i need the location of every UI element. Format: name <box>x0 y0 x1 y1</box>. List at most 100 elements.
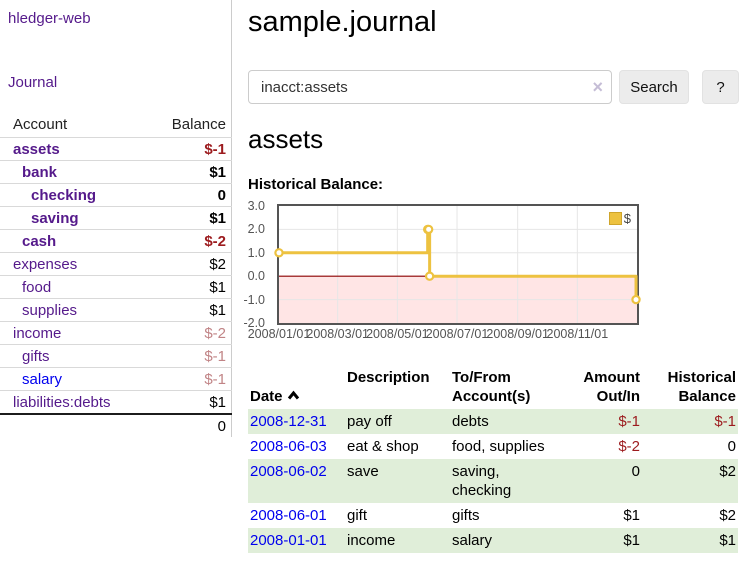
search-box: × <box>248 70 612 104</box>
chart-x-tick-label: 2008/01/01 <box>247 327 311 341</box>
register-balance: $-1 <box>714 413 736 430</box>
sidebar-account-balance: $1 <box>209 278 226 296</box>
register-date-link[interactable]: 2008-06-03 <box>250 438 327 455</box>
sidebar-account-balance: $-1 <box>204 140 226 158</box>
register-row: 2008-06-02 save saving, checking 0 $2 <box>248 459 738 503</box>
register-description: gift <box>347 507 368 524</box>
accounts-table-header: Account Balance <box>0 113 232 137</box>
sort-ascending-icon <box>287 387 300 406</box>
register-accounts: saving, checking <box>452 463 512 499</box>
register-balance: $1 <box>719 532 736 549</box>
accounts-total-row: 0 <box>0 413 232 435</box>
register-amount: $-2 <box>618 438 640 455</box>
help-button[interactable]: ? <box>702 70 739 104</box>
search-button[interactable]: Search <box>619 70 689 104</box>
sidebar-account-balance: $2 <box>209 255 226 273</box>
register-row: 2008-06-01 gift gifts $1 $2 <box>248 503 738 528</box>
sidebar-account-link[interactable]: supplies <box>22 301 78 319</box>
chart-y-tick-label: -1.0 <box>243 292 265 307</box>
sidebar-account-balance: $-2 <box>204 324 226 342</box>
sidebar-account-link[interactable]: bank <box>22 163 58 181</box>
chart-series <box>274 206 641 323</box>
register-table: Date Description To/From Account(s) Amou… <box>248 365 738 553</box>
sidebar-account-link[interactable]: income <box>13 324 62 342</box>
sidebar-account-link[interactable]: checking <box>31 186 97 204</box>
sidebar-account-link[interactable]: food <box>22 278 52 296</box>
sidebar-account-balance: $1 <box>209 209 226 227</box>
chart-x-tick-label: 2008/11/01 <box>546 327 609 341</box>
sidebar-account-link[interactable]: salary <box>22 370 63 388</box>
chart-x-tick-label: 2008/07/01 <box>425 327 489 341</box>
sidebar-account-balance: $1 <box>209 163 226 181</box>
sidebar-account-row: supplies $1 <box>0 298 232 321</box>
sidebar-item-journal[interactable]: Journal <box>8 74 58 91</box>
sidebar-account-row: gifts $-1 <box>0 344 232 367</box>
register-amount: $-1 <box>618 413 640 430</box>
register-date-link[interactable]: 2008-06-02 <box>250 463 327 480</box>
account-heading: assets <box>248 124 324 154</box>
register-accounts: debts <box>452 413 489 430</box>
sidebar-account-row: income $-2 <box>0 321 232 344</box>
chart-y-tick-label: 0.0 <box>247 269 265 284</box>
register-row: 2008-01-01 income salary $1 $1 <box>248 528 738 553</box>
chart-y-tick-label: 3.0 <box>247 199 265 213</box>
legend-label: $ <box>623 211 631 226</box>
register-header-balance: Historical Balance <box>667 369 736 405</box>
register-date-link[interactable]: 2008-12-31 <box>250 413 327 430</box>
register-description: eat & shop <box>347 438 419 455</box>
register-description: pay off <box>347 413 392 430</box>
chart-x-tick-label: 2008/05/01 <box>366 327 429 341</box>
register-accounts: salary <box>452 532 493 549</box>
chart-legend: $ <box>607 210 632 227</box>
page-title: sample.journal <box>248 6 437 38</box>
register-amount: $1 <box>623 532 640 549</box>
search-input[interactable] <box>248 70 612 104</box>
accounts-header-balance: Balance <box>171 116 226 133</box>
sidebar-account-balance: $-1 <box>204 370 226 388</box>
sidebar-account-balance: $-1 <box>204 347 226 365</box>
sidebar-account-balance: 0 <box>217 186 226 204</box>
register-date-link[interactable]: 2008-01-01 <box>250 532 327 549</box>
chart-plot-area: $ <box>274 204 641 325</box>
sidebar-account-link[interactable]: assets <box>13 140 60 158</box>
accounts-list: assets $-1 bank $1 checking 0 saving $1 cash $-2 e… <box>0 137 232 413</box>
sidebar-account-row: salary $-1 <box>0 367 232 390</box>
legend-swatch-icon <box>608 212 622 225</box>
sidebar-account-row: expenses $2 <box>0 252 232 275</box>
register-header-date[interactable]: Date <box>248 365 345 409</box>
sidebar-account-balance: $1 <box>209 301 226 319</box>
search-bar: × Search ? <box>248 70 742 104</box>
sidebar-account-row: checking 0 <box>0 183 232 206</box>
clear-search-icon[interactable]: × <box>592 77 603 97</box>
register-row: 2008-12-31 pay off debts $-1 $-1 <box>248 409 738 434</box>
sidebar-account-link[interactable]: cash <box>22 232 57 250</box>
historical-balance-chart: $ 3.0 2.0 1.0 0.0 -1.0 -2.0 2008/01/01 2008/03/… <box>243 199 742 346</box>
register-balance: $2 <box>719 507 736 524</box>
sidebar-account-link[interactable]: expenses <box>13 255 78 273</box>
register-header-description: Description <box>347 369 430 386</box>
sidebar-account-link[interactable]: saving <box>31 209 79 227</box>
app-title-link[interactable]: hledger-web <box>8 10 91 27</box>
register-header-accounts: To/From Account(s) <box>452 369 531 405</box>
sidebar-account-link[interactable]: liabilities:debts <box>13 393 111 411</box>
sidebar-account-row: cash $-2 <box>0 229 232 252</box>
accounts-table: Account Balance assets $-1 bank $1 checking 0… <box>0 113 232 435</box>
sidebar-account-row: saving $1 <box>0 206 232 229</box>
sidebar-account-row: food $1 <box>0 275 232 298</box>
register-amount: $1 <box>623 507 640 524</box>
register-amount: 0 <box>631 463 640 480</box>
chart-y-tick-label: -2.0 <box>243 316 265 330</box>
register-date-link[interactable]: 2008-06-01 <box>250 507 327 524</box>
register-row: 2008-06-03 eat & shop food, supplies $-2 0 <box>248 434 738 459</box>
sidebar-account-row: bank $1 <box>0 160 232 183</box>
chart-x-tick-label: 2008/03/01 <box>306 327 369 341</box>
register-description: save <box>347 463 379 480</box>
chart-x-tick-label: 2008/09/01 <box>486 327 549 341</box>
accounts-total-value: 0 <box>217 418 226 435</box>
register-accounts: gifts <box>452 507 480 524</box>
register-accounts: food, supplies <box>452 438 545 455</box>
sidebar-account-row: liabilities:debts $1 <box>0 390 232 413</box>
sidebar-account-link[interactable]: gifts <box>22 347 50 365</box>
sidebar: hledger-web Journal Account Balance asse… <box>0 0 232 437</box>
register-header-amount: Amount Out/In <box>583 369 640 405</box>
